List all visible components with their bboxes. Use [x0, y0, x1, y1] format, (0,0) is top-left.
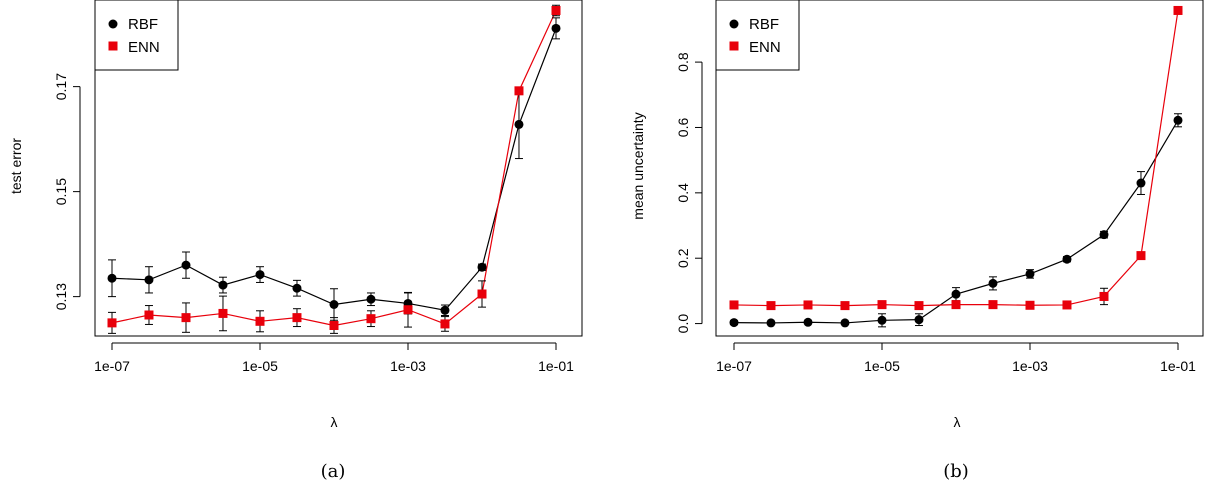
x-tick-label: 1e-03 — [390, 358, 426, 374]
data-point-enn — [181, 313, 191, 323]
data-point-rbf — [766, 318, 776, 328]
data-point-enn — [403, 305, 413, 315]
legend-label-enn: ENN — [749, 39, 781, 56]
series-line-enn — [733, 10, 1179, 307]
data-point-enn — [877, 300, 887, 310]
series-line-enn — [111, 10, 557, 327]
x-tick-label: 1e-03 — [1012, 358, 1048, 374]
data-point-rbf — [440, 305, 450, 315]
data-point-enn — [218, 308, 228, 318]
x-axis-title: λ — [331, 414, 338, 430]
data-point-enn — [840, 301, 850, 311]
legend-marker-enn — [108, 41, 118, 51]
data-point-rbf — [1062, 254, 1072, 264]
data-point-rbf — [329, 300, 339, 309]
legend: RBF ENN — [94, 0, 179, 71]
y-tick-label: 0.4 — [675, 183, 691, 203]
panel-b: 1e-07 1e-05 1e-03 1e-01 0.0 0.2 0.4 0.6 0.8 RBF … — [630, 0, 1204, 482]
data-point-rbf — [107, 273, 117, 283]
x-tick-label: 1e-07 — [716, 358, 752, 374]
x-tick-label: 1e-07 — [94, 358, 130, 374]
data-point-enn — [551, 6, 561, 15]
data-point-rbf — [255, 270, 265, 280]
y-tick-label: 0.8 — [675, 52, 691, 72]
data-point-rbf — [877, 315, 887, 325]
y-tick-label: 0.13 — [53, 283, 69, 310]
data-point-enn — [951, 300, 961, 310]
data-point-rbf — [366, 294, 376, 304]
data-point-enn — [329, 321, 339, 330]
data-point-rbf — [1173, 115, 1183, 125]
data-point-enn — [1099, 291, 1109, 301]
legend-marker-enn — [729, 41, 739, 51]
legend-label-rbf: RBF — [128, 16, 158, 33]
data-point-rbf — [551, 23, 561, 33]
data-point-rbf — [514, 119, 524, 129]
data-point-enn — [914, 301, 924, 311]
y-tick-label: 0.2 — [675, 248, 691, 268]
legend-box — [94, 0, 179, 71]
data-point-enn — [366, 314, 376, 324]
y-axis-title: mean uncertainty — [630, 112, 646, 219]
data-point-enn — [1062, 300, 1072, 310]
x-tick-label: 1e-05 — [864, 358, 900, 374]
data-point-enn — [729, 300, 739, 310]
data-point-enn — [477, 289, 487, 299]
x-tick-label: 1e-01 — [538, 358, 574, 374]
data-point-rbf — [1025, 269, 1035, 279]
data-point-enn — [107, 318, 117, 328]
data-point-enn — [514, 86, 524, 96]
panel-caption: (b) — [943, 461, 969, 482]
data-point-enn — [1136, 251, 1146, 261]
legend-box — [715, 0, 800, 71]
data-point-rbf — [218, 280, 228, 290]
data-point-rbf — [144, 275, 154, 285]
data-point-rbf — [477, 262, 487, 272]
legend-marker-rbf — [729, 19, 739, 29]
x-tick-label: 1e-05 — [242, 358, 278, 374]
plot-frame — [715, 0, 1204, 337]
legend-label-rbf: RBF — [749, 16, 779, 33]
data-point-rbf — [292, 283, 302, 293]
y-tick-label: 0.0 — [675, 314, 691, 334]
data-point-enn — [1173, 5, 1183, 15]
plot-frame — [94, 0, 583, 337]
data-point-enn — [766, 301, 776, 311]
x-tick-label: 1e-01 — [1160, 358, 1196, 374]
data-point-rbf — [181, 260, 191, 270]
data-point-rbf — [951, 289, 961, 299]
data-point-enn — [803, 300, 813, 310]
panel-caption: (a) — [321, 461, 346, 482]
y-tick-label: 0.17 — [53, 73, 69, 100]
data-point-rbf — [840, 318, 850, 328]
x-axis-title: λ — [954, 414, 961, 430]
y-axis-title: test error — [8, 138, 24, 194]
data-point-enn — [988, 300, 998, 310]
data-point-enn — [1025, 300, 1035, 310]
data-point-rbf — [1099, 230, 1109, 240]
data-point-rbf — [1136, 178, 1146, 188]
data-point-rbf — [729, 318, 739, 328]
series-line-rbf — [111, 28, 557, 311]
legend: RBF ENN — [715, 0, 800, 71]
legend-marker-rbf — [108, 19, 118, 29]
data-point-rbf — [988, 278, 998, 288]
y-tick-label: 0.6 — [675, 118, 691, 138]
data-point-enn — [255, 316, 265, 326]
legend-label-enn: ENN — [128, 39, 160, 56]
data-point-rbf — [803, 317, 813, 327]
data-point-enn — [144, 310, 154, 320]
data-point-enn — [292, 313, 302, 323]
y-tick-label: 0.15 — [53, 178, 69, 205]
data-point-rbf — [914, 315, 924, 325]
panel-a: 1e-07 1e-05 1e-03 1e-01 0.13 0.15 0.17 RBF ENN… — [8, 0, 583, 482]
data-point-enn — [440, 319, 450, 329]
